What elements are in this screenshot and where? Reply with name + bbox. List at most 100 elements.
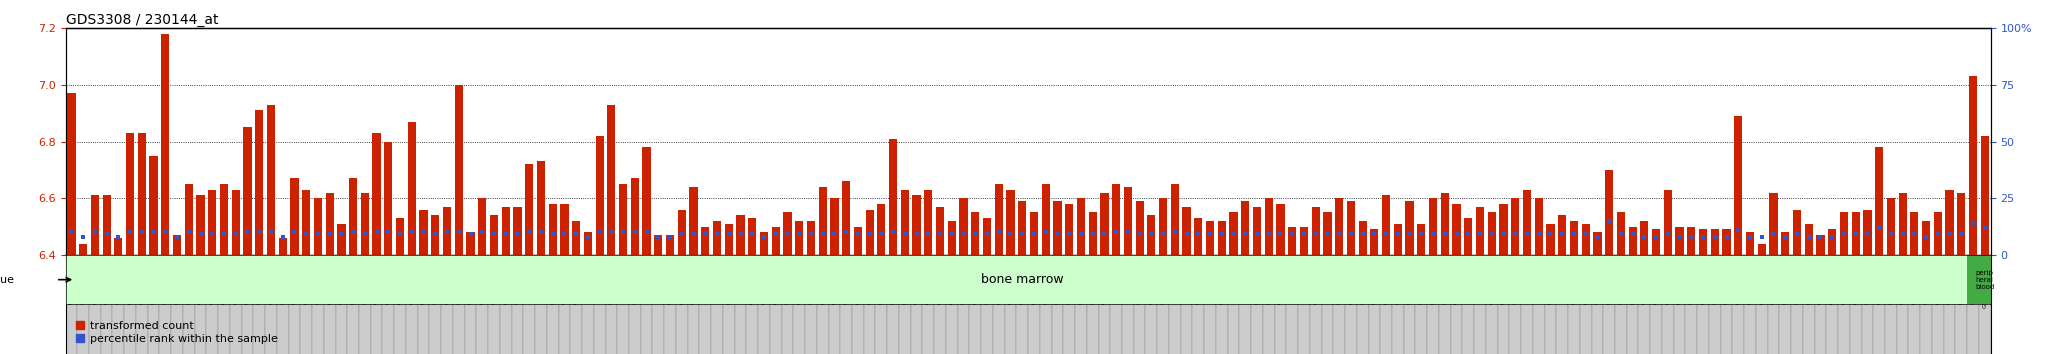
Point — [1241, 232, 1274, 237]
Bar — [1827, 257, 1837, 354]
Bar — [207, 257, 219, 354]
Text: GSM311818: GSM311818 — [737, 266, 743, 303]
Point — [1182, 232, 1214, 237]
Point — [1487, 232, 1520, 237]
Bar — [254, 257, 264, 354]
Bar — [688, 257, 700, 354]
Bar — [1569, 257, 1579, 354]
Point — [430, 229, 463, 235]
Point — [336, 229, 369, 235]
Text: GSM311785: GSM311785 — [350, 266, 356, 304]
Point — [700, 232, 733, 237]
Text: GSM311841: GSM311841 — [1008, 266, 1014, 304]
Bar — [1698, 257, 1708, 354]
Text: GSM311864: GSM311864 — [1278, 266, 1282, 304]
Bar — [653, 235, 662, 255]
Text: GSM311919: GSM311919 — [1923, 266, 1929, 304]
Bar — [770, 257, 782, 354]
Text: GSM311767: GSM311767 — [139, 266, 143, 304]
Bar — [1346, 257, 1356, 354]
Bar — [1980, 136, 1989, 255]
Text: GSM311848: GSM311848 — [1090, 266, 1096, 304]
Bar — [487, 257, 500, 354]
Bar — [279, 238, 287, 255]
Point — [1040, 232, 1073, 237]
Bar — [1368, 257, 1380, 354]
Text: GSM311777: GSM311777 — [256, 266, 262, 304]
Bar — [1579, 257, 1591, 354]
Text: GSM311789: GSM311789 — [397, 266, 403, 304]
Text: GSM311791: GSM311791 — [422, 266, 426, 304]
Bar — [1370, 229, 1378, 255]
Bar — [358, 257, 371, 354]
Text: GSM311830: GSM311830 — [879, 266, 885, 304]
Point — [653, 234, 686, 240]
Bar — [641, 257, 653, 354]
Bar — [1675, 227, 1683, 255]
Bar — [1335, 198, 1343, 255]
Text: GSM311765: GSM311765 — [117, 266, 121, 304]
Text: GSM311904: GSM311904 — [1747, 266, 1753, 304]
Text: GSM311770: GSM311770 — [174, 266, 180, 304]
Bar — [1663, 257, 1673, 354]
Bar — [1829, 229, 1837, 255]
Bar — [1497, 257, 1509, 354]
Text: GSM311810: GSM311810 — [643, 266, 649, 303]
Text: GSM311843: GSM311843 — [1032, 266, 1036, 304]
Text: GSM311836: GSM311836 — [950, 266, 954, 304]
Text: GSM311800: GSM311800 — [526, 266, 532, 303]
Bar — [1065, 204, 1073, 255]
Point — [725, 232, 758, 237]
Text: GSM311910: GSM311910 — [1819, 266, 1823, 304]
Text: GSM311882: GSM311882 — [1489, 266, 1495, 304]
Bar — [1944, 257, 1956, 354]
Point — [1393, 232, 1425, 237]
Text: GSM311821: GSM311821 — [774, 266, 778, 304]
Bar — [1735, 116, 1743, 255]
Bar — [793, 257, 805, 354]
Bar — [1182, 257, 1192, 354]
Bar — [313, 198, 322, 255]
Bar — [1028, 257, 1040, 354]
Text: GSM311834: GSM311834 — [926, 266, 932, 304]
Bar — [616, 257, 629, 354]
Bar — [408, 122, 416, 255]
Point — [807, 232, 840, 237]
Bar — [1896, 257, 1909, 354]
Point — [1112, 229, 1145, 235]
Point — [1311, 232, 1343, 237]
Text: GSM311832: GSM311832 — [903, 266, 907, 304]
Bar — [1626, 257, 1638, 354]
Bar — [1286, 257, 1298, 354]
Text: GSM311814: GSM311814 — [690, 266, 696, 304]
Bar — [1194, 218, 1202, 255]
Bar — [948, 221, 956, 255]
Bar — [899, 257, 911, 354]
Point — [1417, 232, 1450, 237]
Bar — [1300, 227, 1309, 255]
Bar — [477, 257, 487, 354]
Point — [1688, 234, 1720, 240]
Point — [1651, 232, 1683, 237]
Text: GSM311909: GSM311909 — [1806, 266, 1810, 304]
Bar — [1321, 257, 1333, 354]
Text: GSM311792: GSM311792 — [432, 266, 438, 304]
Bar — [231, 190, 240, 255]
Bar — [700, 227, 709, 255]
Bar — [1251, 257, 1264, 354]
Text: GSM311803: GSM311803 — [561, 266, 567, 304]
Bar — [264, 257, 276, 354]
Text: GSM311806: GSM311806 — [598, 266, 602, 303]
Bar — [1556, 257, 1569, 354]
Point — [1018, 232, 1051, 237]
Bar — [477, 198, 485, 255]
Bar — [1581, 224, 1589, 255]
Point — [172, 229, 205, 235]
Bar — [1239, 257, 1251, 354]
Bar — [1559, 215, 1567, 255]
Text: GSM311869: GSM311869 — [1337, 266, 1341, 304]
Point — [1077, 232, 1110, 237]
Bar — [113, 257, 125, 354]
Bar — [629, 257, 641, 354]
Point — [326, 232, 358, 237]
